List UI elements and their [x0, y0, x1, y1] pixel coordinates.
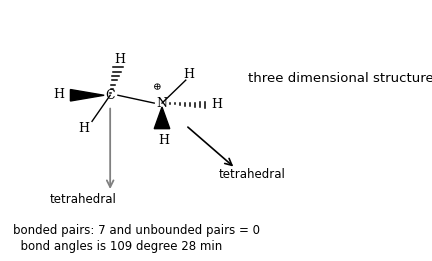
Text: tetrahedral: tetrahedral	[50, 193, 117, 206]
Text: C: C	[105, 89, 115, 102]
Text: ⊕: ⊕	[152, 84, 161, 92]
Text: tetrahedral: tetrahedral	[218, 168, 285, 181]
Text: H: H	[184, 68, 195, 81]
Polygon shape	[70, 90, 104, 101]
Text: bond angles is 109 degree 28 min: bond angles is 109 degree 28 min	[13, 240, 222, 253]
Text: H: H	[79, 122, 90, 135]
Polygon shape	[154, 107, 170, 129]
Text: bonded pairs: 7 and unbounded pairs = 0: bonded pairs: 7 and unbounded pairs = 0	[13, 224, 260, 238]
Text: H: H	[54, 88, 65, 101]
Text: N: N	[156, 97, 168, 110]
Text: H: H	[211, 98, 222, 111]
Text: three dimensional structure: three dimensional structure	[248, 72, 432, 85]
Text: H: H	[114, 53, 125, 66]
Text: H: H	[159, 134, 170, 147]
